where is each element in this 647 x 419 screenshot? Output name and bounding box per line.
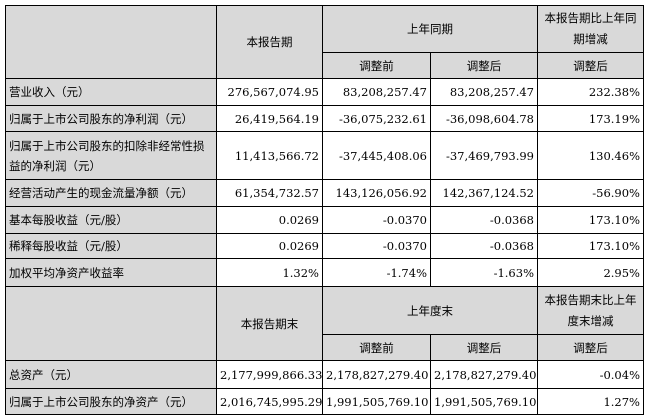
cell: 2,016,745,995.29 bbox=[216, 388, 323, 415]
cell: 0.0269 bbox=[216, 206, 323, 234]
header-blank bbox=[5, 286, 217, 361]
cell: 142,367,124.52 bbox=[430, 179, 538, 207]
header-after: 调整后 bbox=[430, 334, 538, 361]
cell: 130.46% bbox=[537, 131, 644, 180]
cell: -56.90% bbox=[537, 179, 644, 207]
cell: 83,208,257.47 bbox=[322, 78, 431, 106]
cell: -37,445,408.06 bbox=[322, 131, 431, 180]
table-row: 归属于上市公司股东的净资产（元） 2,016,745,995.29 1,991,… bbox=[5, 388, 644, 415]
cell: 1,991,505,769.10 bbox=[322, 388, 431, 415]
table-row: 稀释每股收益（元/股） 0.0269 -0.0370 -0.0368 173.1… bbox=[5, 233, 644, 259]
header-change: 本报告期末比上年度末增减 bbox=[537, 286, 644, 335]
header-period-end: 本报告期末 bbox=[216, 286, 323, 361]
table-row: 基本每股收益（元/股） 0.0269 -0.0370 -0.0368 173.1… bbox=[5, 206, 644, 234]
row-label: 稀释每股收益（元/股） bbox=[5, 233, 217, 259]
header-change-after: 调整后 bbox=[537, 334, 644, 361]
header-prior-period: 上年同期 bbox=[322, 5, 538, 53]
cell: 26,419,564.19 bbox=[216, 105, 323, 132]
cell: 61,354,732.57 bbox=[216, 179, 323, 207]
financial-data-table: 本报告期 上年同期 本报告期比上年同期增减 调整前 调整后 调整后 营业收入（元… bbox=[5, 5, 644, 415]
cell: 2,177,999,866.33 bbox=[216, 360, 323, 389]
cell: -0.0368 bbox=[430, 206, 538, 234]
cell: 173.10% bbox=[537, 233, 644, 259]
cell: 0.0269 bbox=[216, 233, 323, 259]
cell: 2,178,827,279.40 bbox=[430, 360, 538, 389]
table-row: 加权平均净资产收益率 1.32% -1.74% -1.63% 2.95% bbox=[5, 258, 644, 287]
cell: -37,469,793.99 bbox=[430, 131, 538, 180]
row-label: 经营活动产生的现金流量净额（元） bbox=[5, 179, 217, 207]
cell: 83,208,257.47 bbox=[430, 78, 538, 106]
row-label: 营业收入（元） bbox=[5, 78, 217, 106]
row-label: 归属于上市公司股东的扣除非经常性损益的净利润（元） bbox=[5, 131, 217, 180]
header-prior-year-end: 上年度末 bbox=[322, 286, 538, 335]
cell: -36,098,604.78 bbox=[430, 105, 538, 132]
cell: 1.27% bbox=[537, 388, 644, 415]
cell: -1.63% bbox=[430, 258, 538, 287]
cell: -0.0368 bbox=[430, 233, 538, 259]
cell: -0.0370 bbox=[322, 233, 431, 259]
cell: 2,178,827,279.40 bbox=[322, 360, 431, 389]
table-row: 营业收入（元） 276,567,074.95 83,208,257.47 83,… bbox=[5, 78, 644, 106]
cell: -0.04% bbox=[537, 360, 644, 389]
header-current-period: 本报告期 bbox=[216, 5, 323, 79]
row-label: 基本每股收益（元/股） bbox=[5, 206, 217, 234]
header-before: 调整前 bbox=[322, 334, 431, 361]
row-label: 归属于上市公司股东的净利润（元） bbox=[5, 105, 217, 132]
table-row: 归属于上市公司股东的净利润（元） 26,419,564.19 -36,075,2… bbox=[5, 105, 644, 132]
header-change-after: 调整后 bbox=[537, 52, 644, 79]
cell: -1.74% bbox=[322, 258, 431, 287]
cell: 1,991,505,769.10 bbox=[430, 388, 538, 415]
row-label: 总资产（元） bbox=[5, 360, 217, 389]
cell: 11,413,566.72 bbox=[216, 131, 323, 180]
header-blank bbox=[5, 5, 217, 79]
header-change: 本报告期比上年同期增减 bbox=[537, 5, 644, 53]
header-before: 调整前 bbox=[322, 52, 431, 79]
row-label: 归属于上市公司股东的净资产（元） bbox=[5, 388, 217, 415]
cell: -0.0370 bbox=[322, 206, 431, 234]
cell: 173.10% bbox=[537, 206, 644, 234]
table-row: 总资产（元） 2,177,999,866.33 2,178,827,279.40… bbox=[5, 360, 644, 389]
cell: 143,126,056.92 bbox=[322, 179, 431, 207]
cell: 232.38% bbox=[537, 78, 644, 106]
table-row: 经营活动产生的现金流量净额（元） 61,354,732.57 143,126,0… bbox=[5, 179, 644, 207]
cell: 276,567,074.95 bbox=[216, 78, 323, 106]
cell: 1.32% bbox=[216, 258, 323, 287]
row-label: 加权平均净资产收益率 bbox=[5, 258, 217, 287]
cell: 173.19% bbox=[537, 105, 644, 132]
table-row: 归属于上市公司股东的扣除非经常性损益的净利润（元） 11,413,566.72 … bbox=[5, 131, 644, 180]
header-after: 调整后 bbox=[430, 52, 538, 79]
cell: 2.95% bbox=[537, 258, 644, 287]
cell: -36,075,232.61 bbox=[322, 105, 431, 132]
